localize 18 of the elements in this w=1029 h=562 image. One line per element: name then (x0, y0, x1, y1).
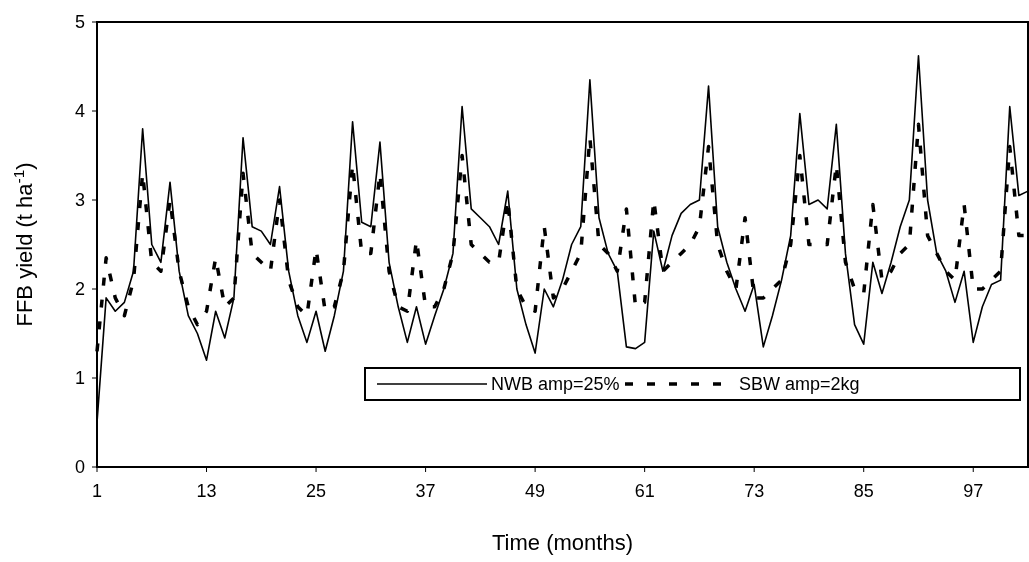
text: SBW amp=2kg (739, 374, 860, 394)
x-tick-label: 73 (744, 481, 765, 501)
x-tick-label: 25 (306, 481, 327, 501)
y-tick-label: 2 (74, 279, 85, 299)
y-tick-label: 0 (74, 457, 85, 477)
series-label: NWB amp=25% (491, 374, 620, 394)
x-tick-label: 97 (963, 481, 984, 501)
x-tick-label: 37 (415, 481, 436, 501)
y-tick-label: 5 (74, 12, 85, 32)
y-tick-label: 1 (74, 368, 85, 388)
x-tick-label: 49 (525, 481, 546, 501)
x-tick-label: 85 (853, 481, 874, 501)
y-tick-label: 3 (74, 190, 85, 210)
x-axis-title: Time (months) (492, 530, 633, 555)
x-tick-label: 13 (196, 481, 217, 501)
y-tick-label: 4 (74, 101, 85, 121)
x-tick-label: 1 (91, 481, 103, 501)
x-tick-label: 61 (634, 481, 655, 501)
